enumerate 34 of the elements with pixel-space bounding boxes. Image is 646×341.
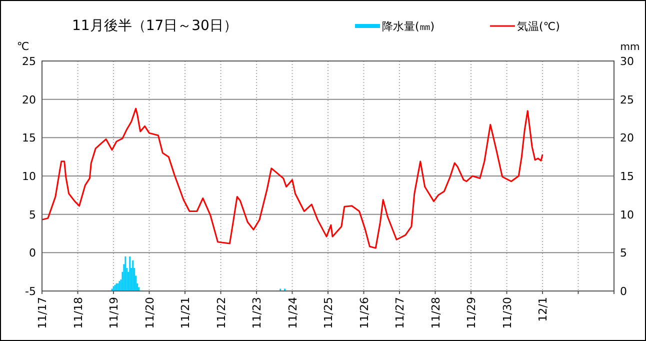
y2-tick-label: 5 — [620, 246, 627, 260]
y2-axis-title: mm — [620, 42, 640, 53]
x-tick-label: 11/28 — [429, 297, 442, 329]
x-tick-label: 12/1 — [536, 297, 550, 322]
x-tick-label: 11/22 — [214, 297, 228, 329]
y2-tick-label: 20 — [620, 132, 634, 145]
y-axis-title: ℃ — [16, 40, 30, 53]
y2-tick-label: 25 — [620, 93, 634, 106]
x-tick-label: 11/21 — [179, 297, 192, 329]
x-tick-label: 11/20 — [143, 297, 156, 329]
y-tick-label: 15 — [22, 132, 36, 145]
x-tick-label: 11/30 — [500, 297, 514, 329]
x-tick-label: 11/25 — [322, 297, 335, 329]
x-tick-label: 11/19 — [108, 297, 120, 329]
legend-label: 気温(℃) — [517, 20, 560, 33]
y-tick-label: -5 — [25, 285, 36, 298]
x-tick-label: 11/23 — [250, 297, 264, 329]
y2-tick-label: 30 — [620, 55, 634, 68]
y2-tick-label: 15 — [620, 170, 634, 183]
y-tick-label: 5 — [29, 208, 36, 222]
x-tick-label: 11/27 — [394, 297, 406, 329]
chart-title: 11月後半（17日～30日） — [72, 18, 238, 34]
legend-label: 降水量(㎜) — [382, 20, 435, 33]
x-tick-label: 11/26 — [358, 297, 371, 329]
y-tick-label: 25 — [22, 55, 36, 68]
y-tick-label: 10 — [22, 170, 36, 183]
x-tick-label: 11/24 — [286, 297, 300, 329]
x-tick-label: 11/17 — [36, 297, 49, 329]
y2-tick-label: 10 — [620, 208, 634, 222]
y2-tick-label: 0 — [620, 285, 627, 298]
x-tick-label: 11/18 — [72, 297, 85, 329]
y-tick-label: 20 — [22, 93, 36, 106]
x-tick-label: 11/29 — [465, 297, 478, 329]
y-tick-label: 0 — [29, 246, 36, 260]
